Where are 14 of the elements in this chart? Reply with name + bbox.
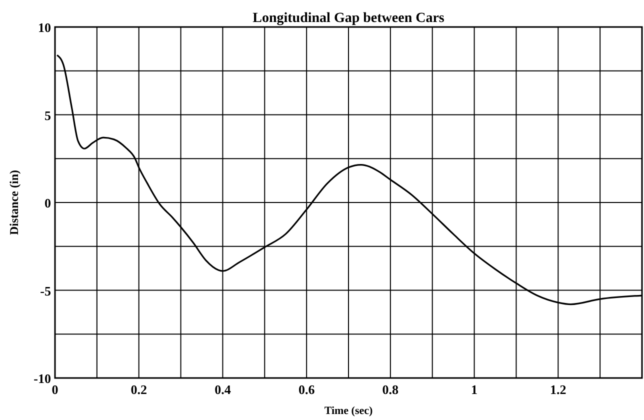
x-tick-label: 0.4 [214, 382, 232, 397]
y-tick-label: -5 [40, 283, 52, 298]
x-tick-label: 0.2 [130, 382, 147, 397]
y-axis-title: Distance (in) [7, 170, 21, 235]
y-tick-label: 0 [44, 196, 51, 210]
x-tick-label: 1.2 [550, 382, 566, 397]
x-axis-title: Time (sec) [324, 405, 374, 417]
x-tick-label: 0.8 [382, 382, 400, 397]
y-tick-label: 5 [44, 108, 52, 123]
x-tick-label: 1 [471, 382, 478, 397]
x-tick-label: 0.6 [298, 382, 316, 397]
chart-title: Longitudinal Gap between Cars [252, 11, 445, 26]
y-tick-label: -10 [34, 371, 51, 386]
y-tick-label: 10 [38, 20, 51, 35]
